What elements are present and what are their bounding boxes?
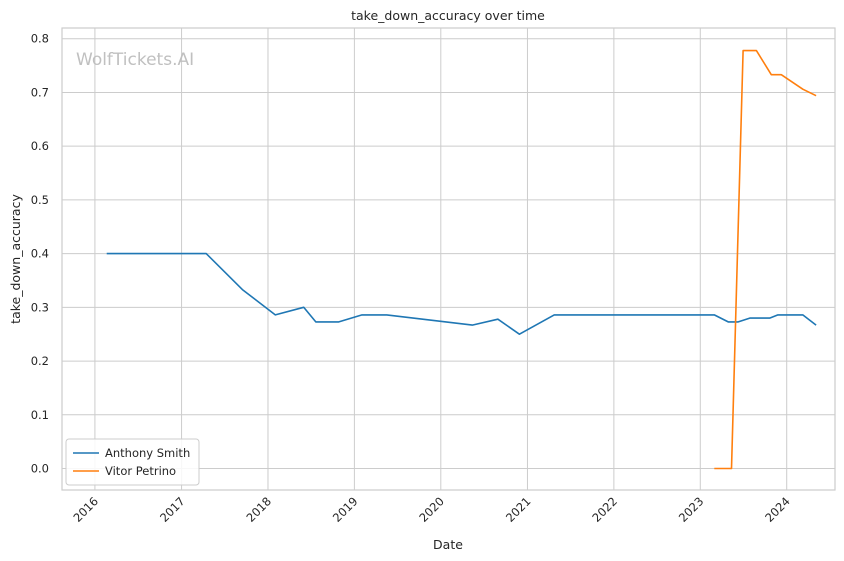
legend-label-vitor-petrino: Vitor Petrino — [105, 464, 176, 478]
x-tick-label: 2024 — [762, 494, 793, 525]
y-tick-label: 0.5 — [31, 193, 49, 207]
y-tick-label: 0.6 — [31, 139, 49, 153]
x-tick-label: 2021 — [503, 494, 534, 525]
x-tick-label: 2023 — [676, 494, 707, 525]
y-tick-label: 0.4 — [31, 247, 49, 261]
x-tick-label: 2020 — [416, 494, 447, 525]
plot-frame — [61, 27, 836, 491]
y-tick-label: 0.3 — [31, 300, 49, 314]
series-line-vitor-petrino — [714, 49, 817, 470]
y-axis-title: take_down_accuracy — [8, 194, 23, 324]
series-lines — [106, 49, 817, 470]
legend-label-anthony-smith: Anthony Smith — [105, 446, 190, 460]
watermark-text: WolfTickets.AI — [76, 50, 194, 70]
chart-title: take_down_accuracy over time — [351, 8, 545, 23]
x-tick-label: 2018 — [243, 494, 274, 525]
legend-box — [65, 438, 200, 486]
series-line-anthony-smith — [106, 252, 817, 335]
y-tick-label: 0.8 — [31, 32, 49, 46]
y-tick-label: 0.0 — [31, 462, 49, 476]
legend: Anthony Smith Vitor Petrino — [65, 438, 200, 486]
x-axis-title: Date — [433, 537, 463, 552]
x-tick-label: 2019 — [330, 494, 361, 525]
x-tick-label: 2017 — [157, 494, 188, 525]
grid — [62, 28, 835, 490]
y-tick-label: 0.7 — [31, 85, 49, 99]
x-tick-label: 2022 — [589, 494, 620, 525]
x-tick-label: 2016 — [70, 494, 101, 525]
y-tick-label: 0.2 — [31, 354, 49, 368]
y-tick-label: 0.1 — [31, 408, 49, 422]
